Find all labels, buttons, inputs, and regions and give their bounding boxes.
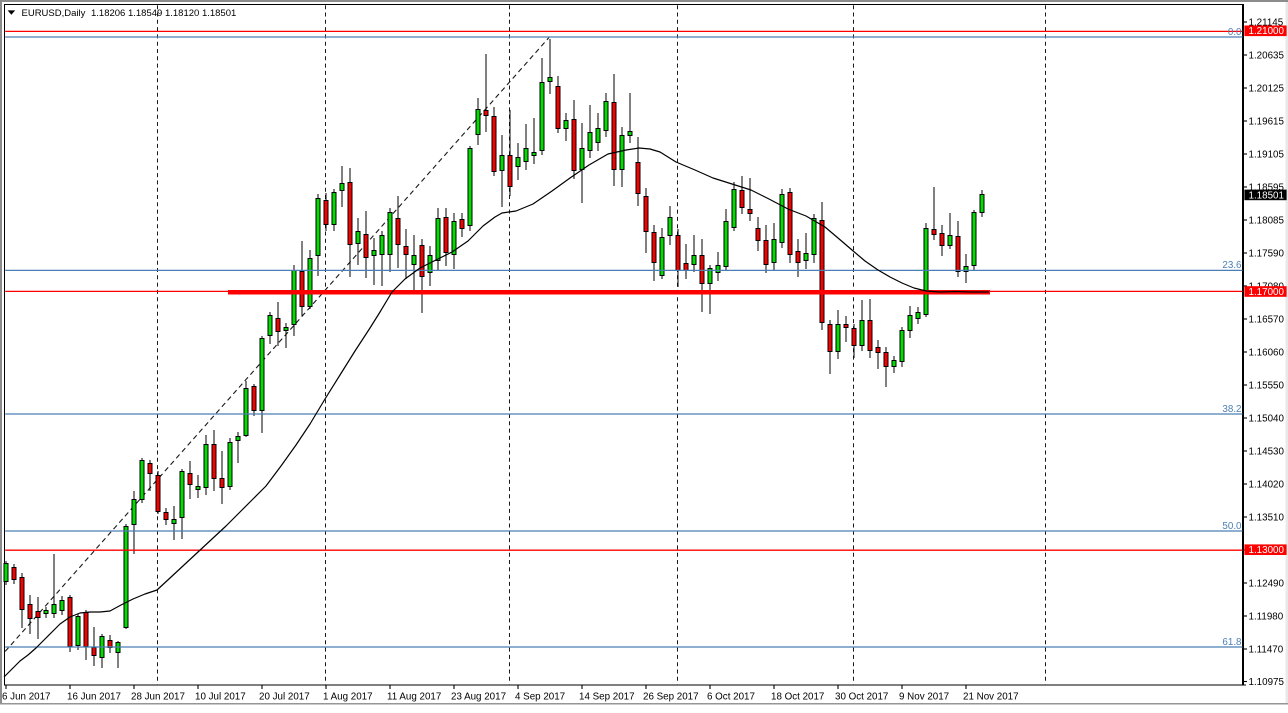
- svg-text:21 Nov 2017: 21 Nov 2017: [963, 692, 1019, 703]
- svg-text:50.0: 50.0: [1222, 521, 1242, 532]
- svg-text:1.16570: 1.16570: [1249, 314, 1285, 325]
- svg-text:1.13000: 1.13000: [1249, 545, 1285, 556]
- svg-text:23 Aug 2017: 23 Aug 2017: [451, 692, 506, 703]
- svg-text:1.17590: 1.17590: [1249, 248, 1285, 259]
- svg-text:4 Sep 2017: 4 Sep 2017: [515, 692, 565, 703]
- svg-text:28 Jun 2017: 28 Jun 2017: [131, 692, 185, 703]
- svg-text:11 Aug 2017: 11 Aug 2017: [387, 692, 441, 703]
- svg-text:6 Jun 2017: 6 Jun 2017: [2, 692, 50, 703]
- svg-text:1.18595: 1.18595: [1249, 182, 1285, 193]
- svg-text:1.16060: 1.16060: [1249, 347, 1285, 358]
- svg-text:6 Oct 2017: 6 Oct 2017: [707, 692, 755, 703]
- svg-text:EURUSD,Daily: EURUSD,Daily: [22, 8, 86, 19]
- svg-text:1.15550: 1.15550: [1249, 380, 1285, 391]
- svg-text:38.2: 38.2: [1222, 404, 1241, 415]
- svg-text:1.20125: 1.20125: [1249, 83, 1285, 94]
- svg-text:1.15040: 1.15040: [1249, 413, 1285, 424]
- svg-text:14 Sep 2017: 14 Sep 2017: [579, 692, 635, 703]
- svg-text:1.12490: 1.12490: [1249, 578, 1285, 589]
- svg-text:1.18206 1.18549 1.18120 1.1850: 1.18206 1.18549 1.18120 1.18501: [91, 8, 236, 19]
- svg-text:26 Sep 2017: 26 Sep 2017: [643, 692, 699, 703]
- svg-text:20 Jul 2017: 20 Jul 2017: [259, 692, 310, 703]
- svg-text:1.19105: 1.19105: [1249, 149, 1285, 160]
- svg-text:23.6: 23.6: [1222, 260, 1242, 271]
- svg-text:1.19615: 1.19615: [1249, 116, 1285, 127]
- svg-text:1.11980: 1.11980: [1249, 611, 1284, 622]
- svg-text:18 Oct 2017: 18 Oct 2017: [771, 692, 824, 703]
- svg-text:61.8: 61.8: [1222, 637, 1242, 648]
- svg-text:1.21145: 1.21145: [1249, 17, 1284, 28]
- svg-text:1.21000: 1.21000: [1249, 26, 1285, 37]
- svg-text:1.17000: 1.17000: [1249, 287, 1285, 298]
- svg-text:1 Aug 2017: 1 Aug 2017: [323, 692, 373, 703]
- svg-text:16 Jun 2017: 16 Jun 2017: [67, 692, 121, 703]
- svg-text:9 Nov 2017: 9 Nov 2017: [899, 692, 949, 703]
- svg-text:1.13510: 1.13510: [1249, 512, 1285, 523]
- svg-text:30 Oct 2017: 30 Oct 2017: [835, 692, 888, 703]
- svg-text:1.20635: 1.20635: [1249, 50, 1285, 61]
- svg-text:1.18085: 1.18085: [1249, 215, 1285, 226]
- svg-text:1.18501: 1.18501: [1249, 190, 1284, 201]
- svg-text:1.11470: 1.11470: [1249, 644, 1284, 655]
- svg-text:10 Jul 2017: 10 Jul 2017: [195, 692, 246, 703]
- svg-text:1.10975: 1.10975: [1249, 677, 1285, 688]
- svg-text:1.14020: 1.14020: [1249, 479, 1285, 490]
- svg-text:1.14530: 1.14530: [1249, 446, 1285, 457]
- svg-text:0.0: 0.0: [1228, 27, 1242, 38]
